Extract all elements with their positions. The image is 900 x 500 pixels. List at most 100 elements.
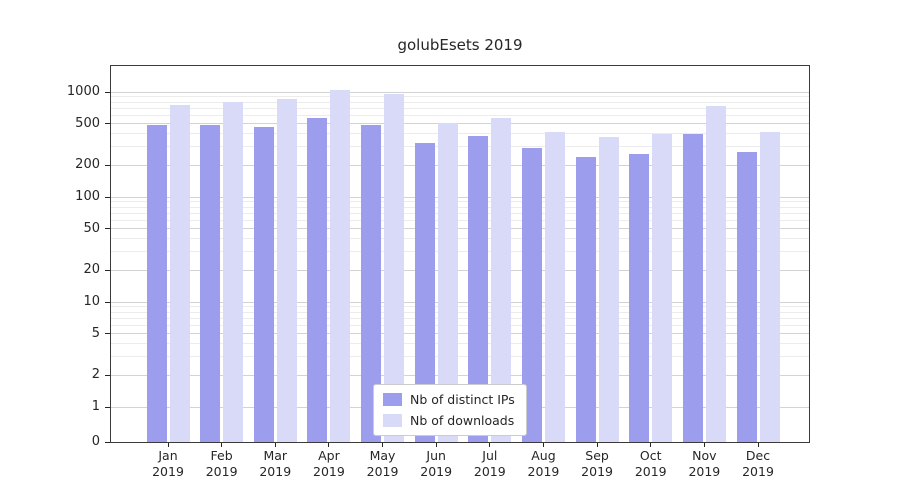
gridline-100 (111, 196, 809, 198)
bar-downloads-mar (276, 98, 297, 442)
legend: Nb of distinct IPs Nb of downloads (373, 384, 527, 436)
bar-distinct-ips-jan (146, 125, 167, 442)
ytick-mark-5 (105, 333, 110, 335)
ytick-label-10: 10 (83, 294, 100, 309)
bar-downloads-aug (544, 131, 565, 442)
xtick-mark-jan (167, 443, 169, 447)
xtick-mark-oct (650, 443, 652, 447)
xtick-mark-apr (328, 443, 330, 447)
bar-downloads-jul (491, 118, 512, 442)
bar-downloads-sep (598, 137, 619, 442)
gridline-500 (111, 123, 809, 125)
ytick-mark-50 (105, 228, 110, 230)
legend-label-distinct-ips: Nb of distinct IPs (410, 392, 515, 407)
xtick-mark-dec (757, 443, 759, 447)
bar-distinct-ips-sep (575, 157, 596, 442)
ytick-mark-0 (105, 441, 110, 443)
legend-swatch-distinct-ips (383, 393, 402, 406)
xtick-mark-sep (596, 443, 598, 447)
gridline-9 (111, 306, 809, 308)
gridline-1000 (111, 91, 809, 93)
bar-downloads-jan (169, 104, 190, 442)
gridline-40 (111, 238, 809, 240)
gridline-70 (111, 212, 809, 214)
plot-area: Nb of distinct IPs Nb of downloads (110, 65, 810, 443)
gridline-3 (111, 356, 809, 358)
gridline-900 (111, 96, 809, 98)
ytick-mark-1000 (105, 91, 110, 93)
ytick-mark-200 (105, 164, 110, 166)
gridline-20 (111, 269, 809, 271)
bar-distinct-ips-dec (736, 151, 757, 442)
gridline-6 (111, 324, 809, 326)
xtick-label-mar: Mar 2019 (259, 448, 292, 479)
ytick-label-1000: 1000 (66, 84, 100, 99)
bar-layer (111, 66, 809, 442)
gridline-600 (111, 114, 809, 116)
xtick-mark-feb (221, 443, 223, 447)
bar-downloads-feb (223, 101, 244, 442)
gridline-400 (111, 133, 809, 135)
gridline-7 (111, 317, 809, 319)
bar-distinct-ips-apr (307, 118, 328, 442)
xtick-mark-mar (274, 443, 276, 447)
ytick-mark-2 (105, 374, 110, 376)
gridline-90 (111, 201, 809, 203)
legend-label-downloads: Nb of downloads (410, 413, 515, 428)
gridline-10 (111, 301, 809, 303)
bar-distinct-ips-oct (629, 154, 650, 442)
gridline-800 (111, 101, 809, 103)
gridline-8 (111, 311, 809, 313)
bar-downloads-nov (705, 106, 726, 442)
ytick-label-100: 100 (75, 189, 100, 204)
ytick-mark-100 (105, 196, 110, 198)
ytick-label-200: 200 (75, 157, 100, 173)
xtick-label-jul: Jul 2019 (473, 448, 506, 479)
xtick-mark-jun (435, 443, 437, 447)
xtick-mark-aug (542, 443, 544, 447)
gridline-50 (111, 228, 809, 230)
bar-distinct-ips-mar (253, 126, 274, 442)
xtick-label-nov: Nov 2019 (688, 448, 721, 479)
bar-distinct-ips-feb (200, 125, 221, 442)
gridline-30 (111, 251, 809, 253)
xtick-label-jun: Jun 2019 (420, 448, 453, 479)
xtick-label-oct: Oct 2019 (634, 448, 667, 479)
ytick-label-20: 20 (83, 262, 100, 278)
xtick-label-jan: Jan 2019 (152, 448, 184, 479)
ytick-label-0: 0 (91, 434, 100, 449)
xtick-label-apr: Apr 2019 (313, 448, 345, 479)
xtick-mark-jul (489, 443, 491, 447)
legend-item-downloads: Nb of downloads (383, 413, 515, 428)
bar-distinct-ips-jul (468, 135, 489, 442)
gridline-2 (111, 374, 809, 376)
xtick-label-sep: Sep 2019 (581, 448, 613, 479)
xtick-mark-nov (703, 443, 705, 447)
ytick-mark-1 (105, 406, 110, 408)
bar-downloads-jun (437, 122, 458, 442)
legend-swatch-downloads (383, 414, 402, 427)
ytick-label-1: 1 (91, 399, 100, 414)
xtick-mark-may (382, 443, 384, 447)
legend-item-distinct-ips: Nb of distinct IPs (383, 392, 515, 407)
xtick-label-aug: Aug 2019 (527, 448, 560, 479)
ytick-mark-20 (105, 269, 110, 271)
gridline-200 (111, 164, 809, 166)
xtick-label-feb: Feb 2019 (205, 448, 238, 479)
gridline-700 (111, 107, 809, 109)
bar-downloads-apr (330, 89, 351, 442)
bar-downloads-oct (652, 133, 673, 442)
ytick-mark-10 (105, 301, 110, 303)
bar-downloads-dec (759, 131, 780, 442)
xtick-label-dec: Dec 2019 (742, 448, 774, 479)
gridline-60 (111, 219, 809, 221)
ytick-label-2: 2 (91, 367, 100, 383)
bar-distinct-ips-nov (682, 134, 703, 442)
bar-distinct-ips-may (361, 124, 382, 442)
xtick-label-may: May 2019 (366, 448, 399, 479)
chart-title: golubEsets 2019 (397, 36, 523, 54)
bar-downloads-may (384, 94, 405, 442)
bar-distinct-ips-aug (521, 148, 542, 442)
ytick-label-50: 50 (83, 220, 100, 236)
